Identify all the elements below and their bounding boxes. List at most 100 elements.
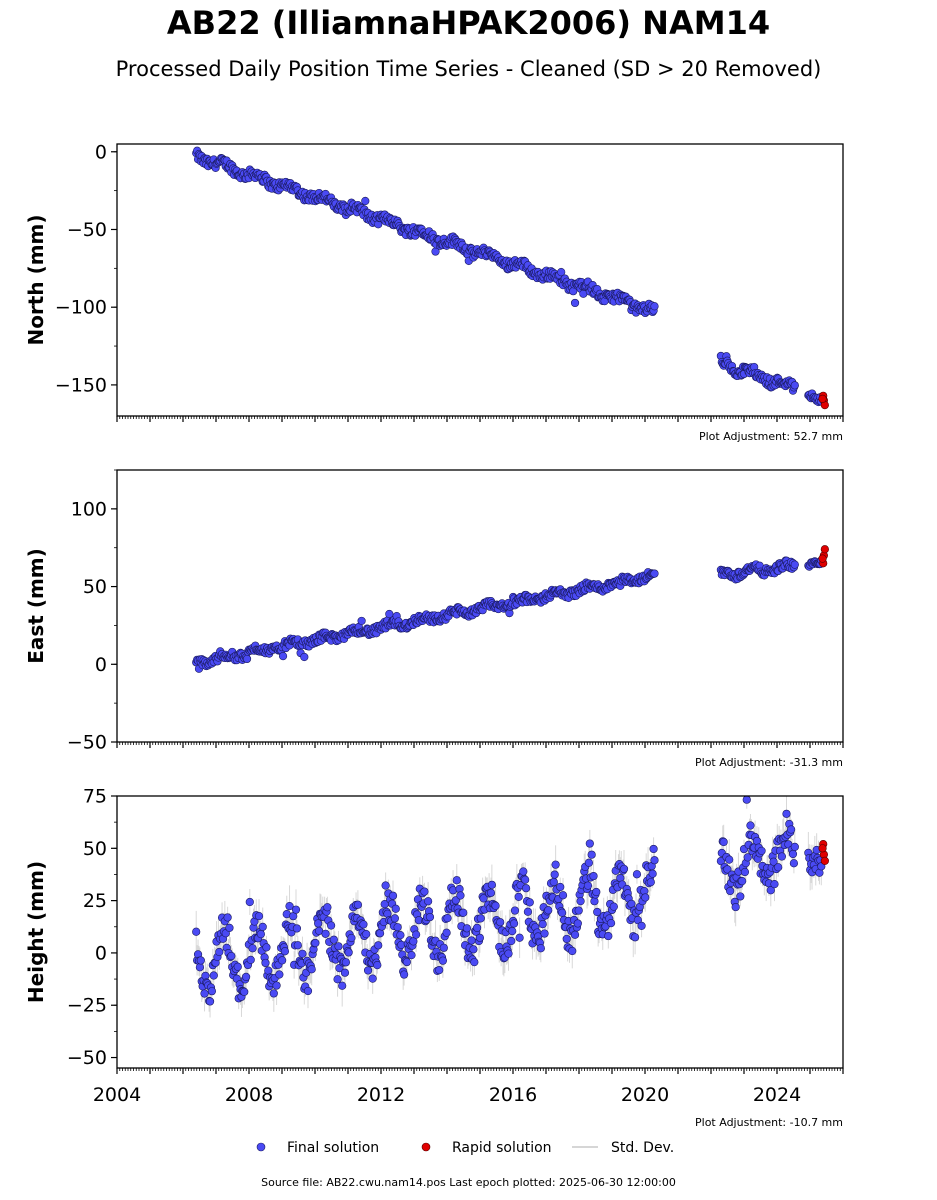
legend-marker bbox=[421, 1142, 431, 1152]
chart-title: AB22 (IlliamnaHPAK2006) NAM14 bbox=[166, 4, 771, 42]
final-solution-point bbox=[782, 809, 791, 818]
final-solution-point bbox=[507, 936, 516, 946]
final-solution-point bbox=[725, 855, 734, 864]
final-solution-point bbox=[726, 886, 735, 896]
final-solution-point bbox=[573, 919, 582, 928]
y-tick-label: −100 bbox=[55, 297, 107, 319]
final-solution-point bbox=[439, 943, 448, 952]
legend-item: Final solution bbox=[256, 1140, 379, 1156]
final-solution-point bbox=[585, 839, 594, 848]
x-tick-label: 2016 bbox=[489, 1084, 537, 1106]
panel-height: −50 −25 0 25 50 75 Height (mm) Plot Adjustment:… bbox=[24, 786, 844, 1129]
final-solution-point bbox=[604, 931, 613, 941]
final-solution-point bbox=[393, 923, 402, 932]
chart-subtitle: Processed Daily Position Time Series - C… bbox=[115, 57, 822, 81]
final-solution-point bbox=[311, 938, 320, 948]
final-solution-point bbox=[738, 877, 747, 886]
final-solution-point bbox=[261, 958, 270, 968]
final-solution-point bbox=[373, 961, 382, 970]
final-solution-point bbox=[278, 651, 288, 661]
final-solution-point bbox=[740, 867, 750, 877]
final-solution-point bbox=[385, 609, 394, 619]
final-solution-point bbox=[363, 966, 373, 975]
final-solution-point bbox=[390, 914, 399, 923]
plot-area bbox=[192, 146, 829, 410]
final-solution-point bbox=[587, 850, 596, 859]
final-solution-point bbox=[207, 987, 217, 996]
final-solution-point bbox=[278, 956, 287, 965]
y-tick-label: 75 bbox=[83, 786, 107, 808]
final-solution-point bbox=[215, 947, 224, 957]
legend-item: Std. Dev. bbox=[572, 1140, 674, 1156]
final-solution-point bbox=[233, 962, 242, 971]
x-ticks bbox=[116, 742, 844, 748]
final-solution-point bbox=[619, 864, 629, 874]
y-tick-label: −50 bbox=[67, 732, 107, 754]
final-solution-point bbox=[540, 929, 549, 938]
final-solution-point bbox=[646, 878, 655, 887]
final-solution-point bbox=[650, 302, 659, 311]
final-solution-point bbox=[240, 987, 249, 996]
final-solution-point bbox=[479, 894, 488, 903]
x-tick-label: 2012 bbox=[357, 1084, 405, 1106]
plot-area bbox=[192, 545, 829, 673]
rapid-solution-point bbox=[820, 856, 829, 865]
final-solution-point bbox=[723, 865, 732, 874]
x-ticks bbox=[116, 1068, 844, 1074]
final-solution-point bbox=[743, 853, 752, 862]
y-tick-label: 50 bbox=[83, 576, 107, 598]
legend: Final solution Rapid solution Std. Dev. bbox=[256, 1140, 674, 1156]
x-ticks bbox=[116, 416, 844, 422]
final-solution-point bbox=[637, 921, 646, 930]
final-solution-point bbox=[583, 881, 593, 890]
final-solution-point bbox=[412, 930, 421, 939]
final-solution-point bbox=[593, 907, 602, 917]
final-solution-point bbox=[391, 904, 400, 913]
final-solution-point bbox=[196, 956, 205, 965]
final-solution-point bbox=[456, 891, 465, 900]
final-solution-point bbox=[641, 893, 650, 902]
y-tick-label: 0 bbox=[95, 141, 107, 163]
final-solution-point bbox=[246, 955, 255, 964]
final-solution-point bbox=[242, 654, 252, 664]
rapid-solution-point bbox=[818, 554, 827, 563]
rapid-solution-point bbox=[820, 545, 829, 554]
final-solution-point bbox=[766, 886, 775, 895]
final-solution-point bbox=[606, 919, 616, 928]
y-tick-label: −50 bbox=[67, 1047, 107, 1069]
final-solution-point bbox=[469, 945, 478, 954]
y-tick-label: 0 bbox=[95, 654, 107, 676]
final-solution-point bbox=[298, 949, 307, 958]
final-solution-point bbox=[731, 902, 740, 912]
final-solution-point bbox=[752, 836, 762, 846]
x-tick-label: 2004 bbox=[93, 1084, 141, 1106]
final-solution-point bbox=[442, 928, 451, 937]
final-solution-point bbox=[462, 924, 472, 933]
x-tick-label: 2008 bbox=[225, 1084, 273, 1106]
final-solution-point bbox=[362, 930, 371, 939]
final-solution-point bbox=[443, 914, 452, 923]
plot-adjustment-label: Plot Adjustment: -10.7 mm bbox=[695, 1116, 843, 1129]
final-solution-point bbox=[777, 852, 786, 861]
rapid-solution-point bbox=[818, 844, 827, 853]
final-solution-point bbox=[523, 907, 533, 916]
final-solution-point bbox=[633, 916, 642, 925]
final-solution-point bbox=[338, 981, 347, 990]
final-solution-point bbox=[467, 936, 476, 945]
y-tick-label: 0 bbox=[95, 942, 107, 964]
final-solution-point bbox=[329, 935, 338, 944]
final-solution-point bbox=[521, 875, 530, 884]
y-tick-label: 100 bbox=[71, 498, 107, 520]
final-solution-point bbox=[584, 858, 594, 867]
final-solution-point bbox=[609, 902, 618, 911]
final-solution-point bbox=[514, 892, 523, 901]
final-solution-points bbox=[192, 146, 826, 407]
final-solution-point bbox=[192, 927, 201, 936]
panel-north: 0 −50 −100 −150 North (mm) Plot Adjustment: 5… bbox=[24, 141, 844, 443]
final-solution-point bbox=[525, 898, 534, 907]
final-solution-point bbox=[790, 381, 799, 390]
final-solution-point bbox=[570, 298, 580, 308]
final-solution-point bbox=[550, 870, 559, 879]
final-solution-point bbox=[200, 989, 209, 998]
